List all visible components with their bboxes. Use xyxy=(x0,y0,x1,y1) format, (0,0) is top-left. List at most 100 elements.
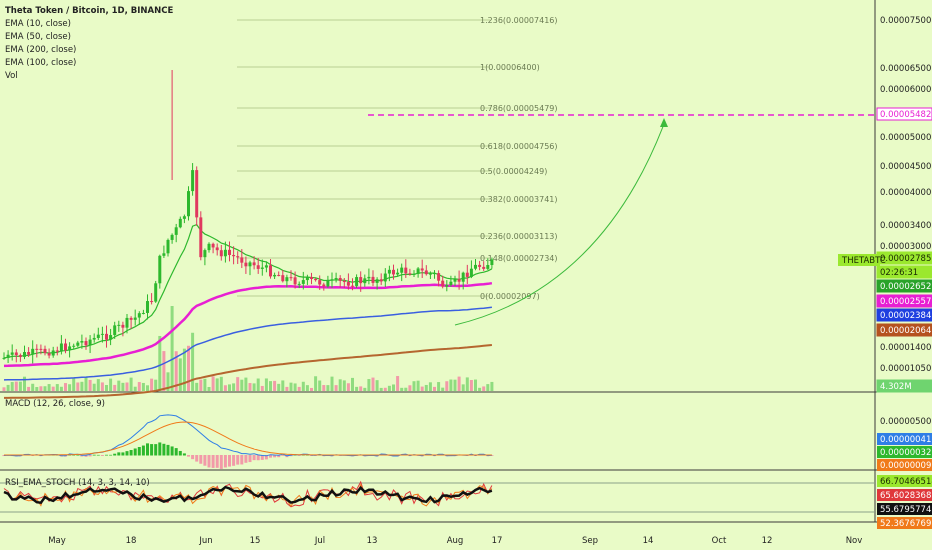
volume-bar xyxy=(113,384,117,391)
candle-body xyxy=(43,348,47,354)
candle-body xyxy=(199,217,203,258)
macd-hist-bar xyxy=(113,453,117,456)
fib-label: 0.786(0.00005479) xyxy=(480,104,558,113)
volume-bar xyxy=(146,385,149,391)
volume-bar xyxy=(310,387,313,391)
candle-body xyxy=(326,279,330,287)
macd-label: MACD (12, 26, close, 9) xyxy=(5,399,105,409)
chart-title: Theta Token / Bitcoin, 1D, BINANCE xyxy=(5,6,173,16)
volume-bar xyxy=(174,351,178,391)
ema50-line xyxy=(3,281,493,368)
candle-body xyxy=(244,262,248,267)
volume-bar xyxy=(474,379,477,391)
candle-body xyxy=(195,170,199,218)
volume-bar xyxy=(203,378,207,391)
price-tag: 0.00002557 xyxy=(880,297,931,307)
volume-bar xyxy=(256,378,260,391)
volume-bar xyxy=(441,387,445,391)
candle-body xyxy=(162,253,166,256)
macd-hist-bar xyxy=(150,444,154,456)
price-axis-tick: 0.00004500 xyxy=(880,162,931,172)
macd-hist-bar xyxy=(219,455,223,469)
candle-body xyxy=(400,267,404,273)
candle-body xyxy=(211,243,215,248)
volume-bar xyxy=(228,384,231,391)
candle-body xyxy=(182,216,186,219)
volume-bar xyxy=(158,335,162,391)
time-axis-label: May xyxy=(48,536,66,546)
time-axis-label: Oct xyxy=(712,536,727,546)
price-axis-tick: 0.00001050 xyxy=(880,364,931,374)
macd-hist-bar xyxy=(182,453,186,456)
candle-body xyxy=(84,341,88,346)
macd-hist-bar xyxy=(100,455,104,456)
candle-body xyxy=(387,269,391,274)
candle-body xyxy=(305,277,309,281)
macd-hist-bar xyxy=(191,455,195,460)
volume-bar xyxy=(117,380,121,391)
candle-body xyxy=(146,301,149,313)
candle-body xyxy=(219,250,223,257)
fib-label: 0.236(0.00003113) xyxy=(480,232,558,241)
volume-bar xyxy=(387,385,391,391)
candle-body xyxy=(51,350,55,356)
volume-bar xyxy=(59,386,63,391)
fib-label: 0.382(0.00003741) xyxy=(480,195,558,204)
price-tag: 0.00002064 xyxy=(880,326,931,336)
volume-bar xyxy=(445,381,449,391)
price-tag-bg xyxy=(876,279,932,293)
volume-bar xyxy=(486,384,490,391)
volume-bar xyxy=(375,380,379,391)
candle-body xyxy=(314,279,318,281)
volume-bar xyxy=(207,386,211,391)
rsi-tags: 66.70466514 65.60283688 55.67957743 52.3676… xyxy=(877,475,932,529)
macd-pane xyxy=(2,414,494,469)
candle-body xyxy=(293,277,297,285)
macd-tag: 0.00000041 xyxy=(880,435,931,445)
volume-bar xyxy=(379,387,383,391)
candle-body xyxy=(121,324,125,328)
volume-bar xyxy=(346,383,350,391)
volume-bar xyxy=(150,378,154,391)
price-tag: 4.302M xyxy=(880,382,912,392)
macd-axis-tick: 0.00000500 xyxy=(880,417,931,427)
candles xyxy=(2,70,494,364)
price-tag: 0.00002652 xyxy=(880,282,931,292)
price-tag: 0.00002785 xyxy=(880,254,931,264)
candle-body xyxy=(338,277,342,281)
candle-body xyxy=(256,265,260,269)
candle-body xyxy=(59,343,63,352)
macd-hist-bar xyxy=(166,444,170,456)
volume-bar xyxy=(465,377,469,391)
candle-body xyxy=(39,348,43,350)
symbol-tag: THETABTC xyxy=(841,256,886,266)
volume-bar xyxy=(412,381,416,391)
macd-hist-bar xyxy=(121,452,125,456)
volume-bar xyxy=(88,379,92,391)
macd-hist-bar xyxy=(178,450,182,456)
candle-body xyxy=(453,279,457,282)
candle-body xyxy=(117,324,121,326)
volume-bar xyxy=(76,382,80,391)
volume-bar xyxy=(68,384,72,391)
fib-group: 1.236(0.00007416) 1(0.00006400) 0.786(0.00… xyxy=(237,16,558,301)
rsi-stoch-d xyxy=(4,483,493,508)
volume-bar xyxy=(420,386,424,391)
price-axis-tick: 0.00001400 xyxy=(880,343,931,353)
candle-body xyxy=(252,262,256,266)
volume-bar xyxy=(14,381,18,391)
volume-bar xyxy=(125,382,129,391)
price-axis-tick: 0.00007500 xyxy=(880,16,931,26)
volume-bar xyxy=(84,377,88,391)
price-axis-tick: 0.00006500 xyxy=(880,64,931,74)
candle-body xyxy=(27,352,31,355)
macd-hist-bar xyxy=(207,455,211,468)
volume-bar xyxy=(478,387,482,391)
time-axis-label: Jul xyxy=(314,536,325,546)
volume-bar xyxy=(31,383,35,391)
volume-bar xyxy=(137,382,141,391)
candle-body xyxy=(137,313,141,318)
candle-body xyxy=(68,346,72,351)
time-axis-label: Jun xyxy=(198,536,212,546)
macd-hist-bar xyxy=(96,454,100,456)
